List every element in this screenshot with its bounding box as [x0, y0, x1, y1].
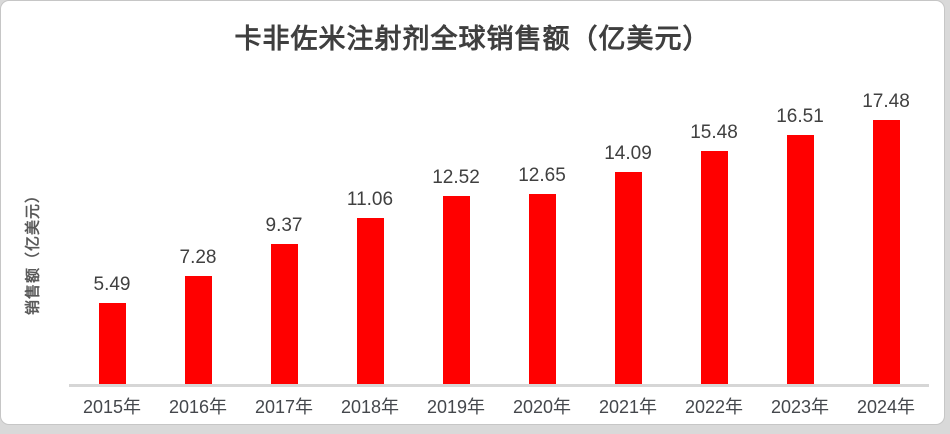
- x-tick-label: 2019年: [426, 397, 486, 417]
- bar-value-label: 12.65: [518, 164, 566, 186]
- bar-value-label: 7.28: [179, 246, 217, 268]
- bar: [528, 193, 556, 387]
- x-tick-label: 2021年: [598, 397, 658, 417]
- x-tick-label: 2016年: [168, 397, 228, 417]
- bar: [184, 275, 212, 387]
- bar: [614, 171, 642, 387]
- x-axis-labels: 2015年 2016年 2017年 2018年 2019年 2020年 2021年 2022年…: [69, 393, 929, 419]
- bar-group: 14.09: [585, 57, 671, 387]
- bar-group: 17.48: [843, 57, 929, 387]
- chart-title: 卡非佐米注射剂全球销售额（亿美元）: [234, 24, 711, 54]
- y-axis-title: 销售额（亿美元）: [24, 186, 42, 316]
- bar: [356, 218, 384, 387]
- x-tick-label: 2015年: [82, 397, 142, 417]
- bar-value-label: 14.09: [604, 142, 652, 164]
- x-tick-label: 2018年: [340, 397, 400, 417]
- bar: [700, 150, 728, 387]
- bar-group: 12.52: [413, 57, 499, 387]
- bar-group: 7.28: [155, 57, 241, 387]
- bar-value-label: 11.06: [346, 189, 394, 211]
- bar: [786, 134, 814, 387]
- x-tick-label: 2020年: [512, 397, 572, 417]
- bar-value-label: 16.51: [776, 105, 824, 127]
- bar: [98, 303, 126, 387]
- bar-group: 9.37: [241, 57, 327, 387]
- x-tick-label: 2023年: [770, 397, 830, 417]
- bar-group: 11.06: [327, 57, 413, 387]
- bar: [872, 120, 900, 387]
- x-tick-label: 2017年: [254, 397, 314, 417]
- bar-group: 5.49: [69, 57, 155, 387]
- x-axis-line: [69, 384, 929, 387]
- bar-group: 15.48: [671, 57, 757, 387]
- bar-value-label: 9.37: [265, 214, 303, 236]
- chart-card: 卡非佐米注射剂全球销售额（亿美元） 销售额（亿美元） 5.49 7.28 9.37 1…: [0, 0, 945, 425]
- plot-area: 5.49 7.28 9.37 11.06 12.52 12.65 14.09 15.48 16.…: [69, 57, 929, 387]
- bar-value-label: 12.52: [432, 166, 480, 188]
- bar-group: 12.65: [499, 57, 585, 387]
- bar: [270, 243, 298, 387]
- bar: [442, 195, 470, 387]
- x-tick-label: 2024年: [856, 397, 916, 417]
- bar-value-label: 17.48: [862, 91, 910, 113]
- bar-value-label: 15.48: [690, 121, 738, 143]
- bar-group: 16.51: [757, 57, 843, 387]
- x-tick-label: 2022年: [684, 397, 744, 417]
- bar-value-label: 5.49: [93, 274, 131, 296]
